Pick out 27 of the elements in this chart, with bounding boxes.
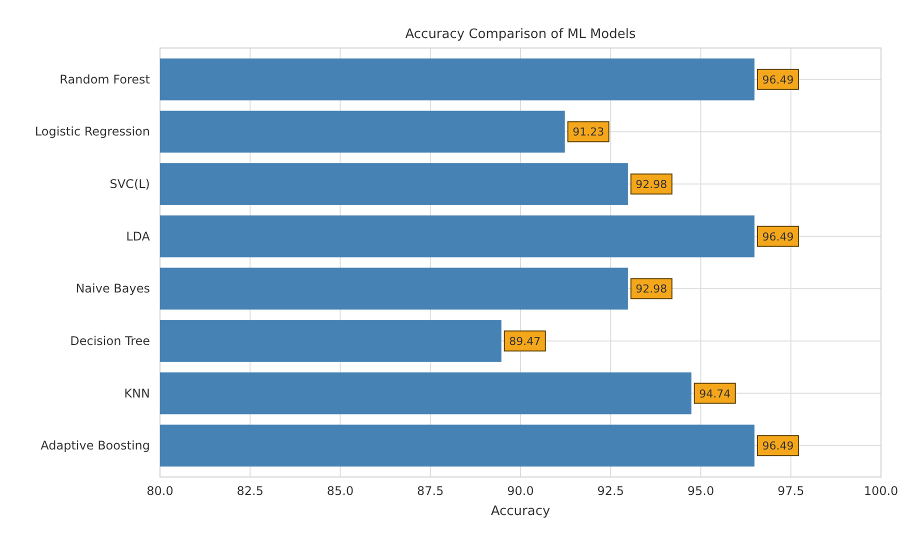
y-tick-label: Adaptive Boosting <box>40 438 150 453</box>
data-label: 96.49 <box>762 440 794 453</box>
x-tick-label: 97.5 <box>778 484 804 498</box>
data-label: 96.49 <box>762 230 794 244</box>
data-label: 96.49 <box>762 73 794 86</box>
x-tick-label: 82.5 <box>236 484 264 498</box>
chart-title: Accuracy Comparison of ML Models <box>405 27 636 42</box>
x-tick-label: 87.5 <box>417 484 444 498</box>
data-label: 92.98 <box>636 282 668 296</box>
y-tick-label: LDA <box>126 229 151 244</box>
y-tick-label: Decision Tree <box>70 334 150 348</box>
x-tick-label: 100.0 <box>864 484 898 498</box>
x-tick-label: 95.0 <box>687 484 714 498</box>
y-tick-label: Logistic Regression <box>34 124 150 139</box>
y-tick-label: Naive Bayes <box>76 282 150 296</box>
y-tick-label: Random Forest <box>60 72 150 86</box>
x-tick-label: 85.0 <box>326 484 354 498</box>
data-label: 94.74 <box>699 387 731 400</box>
data-label: 89.47 <box>509 334 541 348</box>
y-tick-label: KNN <box>124 386 150 400</box>
x-tick-label: 92.5 <box>597 484 624 498</box>
y-tick-label: SVC(L) <box>110 177 150 192</box>
x-axis-title: Accuracy <box>490 504 550 519</box>
data-label: 92.98 <box>636 178 668 192</box>
data-label: 91.23 <box>572 126 604 139</box>
x-tick-label: 80.0 <box>146 484 174 498</box>
x-tick-label: 90.0 <box>507 484 534 498</box>
